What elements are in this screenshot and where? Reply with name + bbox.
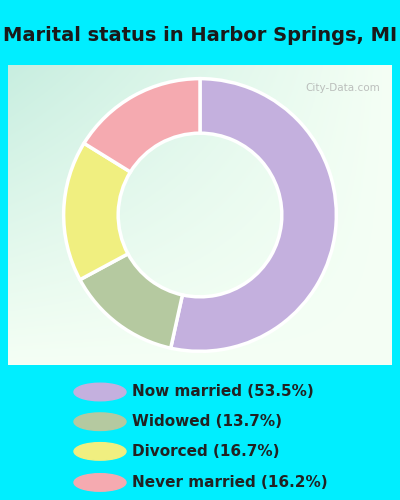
Wedge shape — [84, 78, 200, 172]
Text: Marital status in Harbor Springs, MI: Marital status in Harbor Springs, MI — [3, 26, 397, 46]
Text: Divorced (16.7%): Divorced (16.7%) — [132, 444, 280, 459]
Wedge shape — [171, 78, 336, 351]
Text: City-Data.com: City-Data.com — [306, 83, 380, 93]
Wedge shape — [80, 254, 182, 348]
Text: Now married (53.5%): Now married (53.5%) — [132, 384, 314, 400]
Text: Never married (16.2%): Never married (16.2%) — [132, 475, 328, 490]
Circle shape — [74, 413, 126, 430]
Circle shape — [74, 442, 126, 460]
Text: Widowed (13.7%): Widowed (13.7%) — [132, 414, 282, 429]
Circle shape — [74, 383, 126, 401]
Wedge shape — [64, 144, 130, 280]
Circle shape — [74, 474, 126, 491]
